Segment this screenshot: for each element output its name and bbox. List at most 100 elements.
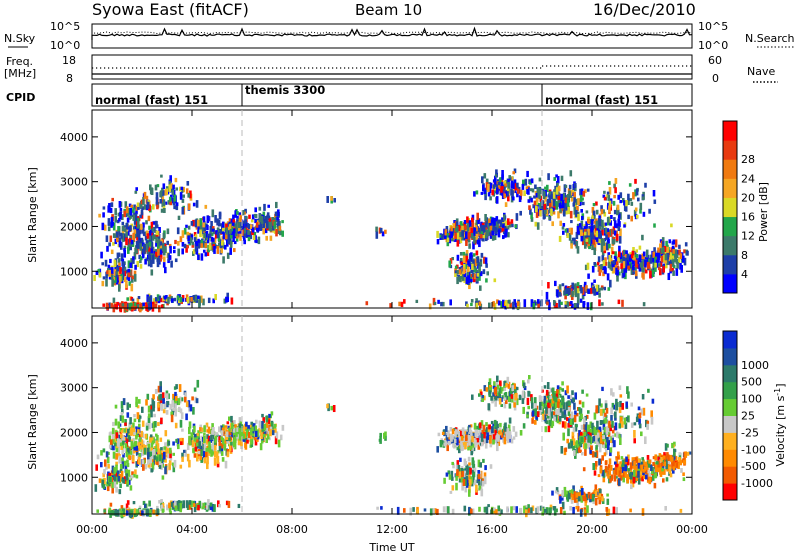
scatter-cell bbox=[145, 424, 149, 431]
scatter-cell bbox=[556, 176, 560, 184]
scatter-cell bbox=[597, 474, 601, 478]
scatter-cell bbox=[470, 278, 473, 283]
scatter-cell bbox=[555, 303, 558, 309]
scatter-cell bbox=[279, 229, 282, 236]
scatter-cell bbox=[252, 423, 256, 431]
scatter-cell bbox=[234, 230, 238, 237]
scatter-cell bbox=[155, 230, 159, 236]
scatter-cell bbox=[505, 395, 509, 400]
scatter-cell bbox=[661, 237, 665, 245]
scatter-cell bbox=[433, 301, 437, 306]
scatter-cell bbox=[582, 303, 586, 309]
scatter-cell bbox=[127, 268, 130, 273]
scatter-cell bbox=[171, 462, 175, 467]
scatter-cell bbox=[508, 396, 511, 402]
scatter-cell bbox=[535, 200, 539, 206]
scatter-cell bbox=[674, 250, 677, 258]
scatter-cell bbox=[579, 298, 583, 303]
scatter-cell bbox=[572, 427, 576, 433]
scatter-cell bbox=[526, 189, 529, 194]
scatter-cell bbox=[179, 236, 183, 243]
scatter-cell bbox=[609, 449, 612, 457]
scatter-cell bbox=[484, 222, 488, 228]
scatter-cell bbox=[516, 301, 520, 307]
scatter-cell bbox=[604, 443, 608, 448]
scatter-cell bbox=[626, 260, 629, 267]
scatter-cell bbox=[586, 188, 590, 192]
scatter-cell bbox=[163, 402, 167, 409]
scatter-cell bbox=[139, 303, 143, 308]
scatter-cell bbox=[473, 228, 477, 236]
scatter-cell bbox=[671, 268, 674, 272]
scatter-cell bbox=[114, 304, 117, 309]
scatter-cell bbox=[250, 421, 253, 427]
scatter-cell bbox=[148, 422, 151, 430]
scatter-cell bbox=[626, 253, 630, 260]
scatter-cell bbox=[211, 237, 215, 246]
scatter-cell bbox=[625, 254, 628, 258]
scatter-cell bbox=[515, 386, 519, 391]
scatter-cell bbox=[268, 218, 272, 225]
scatter-cell bbox=[254, 218, 257, 224]
scatter-cell bbox=[485, 278, 488, 283]
scatter-cell bbox=[157, 233, 161, 241]
scatter-cell bbox=[568, 227, 572, 233]
scatter-cell bbox=[165, 393, 169, 400]
scatter-cell bbox=[236, 225, 239, 231]
scatter-cell bbox=[150, 436, 154, 441]
scatter-cell bbox=[484, 225, 487, 232]
scatter-cell bbox=[124, 460, 127, 467]
scatter-cell bbox=[553, 177, 556, 181]
scatter-cell bbox=[624, 459, 627, 466]
scatter-cell bbox=[237, 438, 241, 446]
scatter-cell bbox=[513, 299, 516, 306]
scatter-cell bbox=[251, 426, 254, 432]
scatter-cell bbox=[468, 484, 471, 493]
scatter-cell bbox=[122, 440, 125, 445]
scatter-cell bbox=[160, 463, 163, 470]
scatter-cell bbox=[268, 221, 272, 229]
scatter-cell bbox=[204, 232, 208, 238]
scatter-cell bbox=[507, 381, 511, 389]
scatter-cell bbox=[571, 237, 575, 241]
scatter-cell bbox=[238, 423, 242, 431]
scatter-cell bbox=[479, 462, 482, 468]
scatter-cell bbox=[480, 433, 484, 442]
scatter-cell bbox=[583, 417, 586, 425]
scatter-cell bbox=[275, 229, 278, 237]
scatter-cell bbox=[439, 234, 442, 238]
scatter-cell bbox=[112, 276, 115, 281]
scatter-cell bbox=[174, 391, 177, 400]
scatter-cell bbox=[641, 475, 644, 482]
scatter-cell bbox=[210, 232, 214, 236]
scatter-cell bbox=[577, 293, 580, 300]
scatter-cell bbox=[473, 273, 477, 280]
scatter-cell bbox=[558, 415, 562, 422]
scatter-cell bbox=[511, 398, 514, 403]
scatter-cell bbox=[119, 415, 123, 421]
scatter-cell bbox=[451, 234, 455, 241]
scatter-cell bbox=[225, 296, 228, 303]
scatter-cell bbox=[530, 197, 533, 203]
scatter-cell bbox=[568, 418, 571, 424]
scatter-cell bbox=[181, 295, 185, 299]
scatter-cell bbox=[108, 302, 112, 309]
scatter-cell bbox=[265, 235, 268, 241]
scatter-cell bbox=[159, 381, 162, 389]
scatter-cell bbox=[198, 441, 201, 449]
scatter-cell bbox=[576, 288, 580, 296]
scatter-cell bbox=[478, 422, 482, 429]
scatter-cell bbox=[218, 436, 221, 441]
scatter-cell bbox=[576, 246, 580, 254]
scatter-cell bbox=[462, 274, 465, 281]
scatter-cell bbox=[576, 442, 580, 448]
scatter-cell bbox=[570, 243, 573, 249]
scatter-cell bbox=[533, 195, 536, 199]
scatter-cell bbox=[186, 181, 190, 186]
scatter-cell bbox=[682, 477, 686, 482]
scatter-cell bbox=[617, 225, 621, 231]
scatter-cell bbox=[486, 271, 489, 276]
scatter-cell bbox=[149, 458, 152, 464]
scatter-cell bbox=[541, 389, 544, 393]
scatter-cell bbox=[206, 249, 210, 257]
